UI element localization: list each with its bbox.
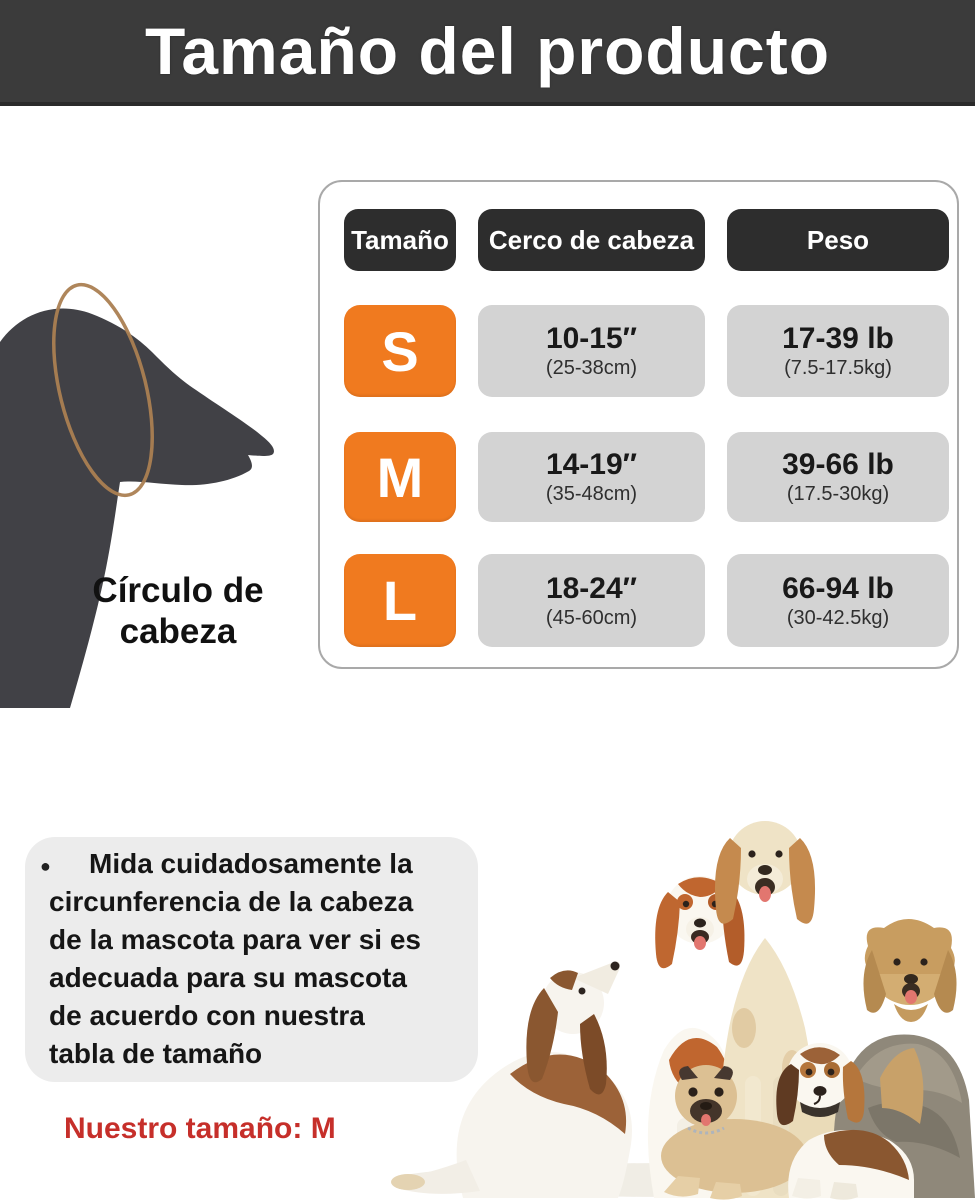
weight-cell-m: 39-66 lb (17.5-30kg) xyxy=(727,432,949,522)
pug xyxy=(661,1065,807,1200)
basset-hound xyxy=(391,961,632,1198)
bullet-icon: ● xyxy=(40,856,51,876)
head-value: 18-24″ xyxy=(545,571,638,605)
dog-head-shape xyxy=(0,308,274,708)
size-table: Tamaño Cerco de cabeza Peso S 10-15″ (25… xyxy=(318,180,959,669)
head-cell-m: 14-19″ (35-48cm) xyxy=(478,432,705,522)
table-row-l: L 18-24″ (45-60cm) 66-94 lb (30-42.5kg) xyxy=(344,554,949,647)
size-badge-m: M xyxy=(344,432,456,522)
weight-value: 17-39 lb xyxy=(782,322,894,355)
table-header-row: Tamaño Cerco de cabeza Peso xyxy=(344,209,949,271)
head-cell-l: 18-24″ (45-60cm) xyxy=(478,554,705,647)
head-metric: (45-60cm) xyxy=(545,606,638,629)
head-value: 14-19″ xyxy=(545,448,638,481)
table-row-m: M 14-19″ (35-48cm) 39-66 lb (17.5-30kg) xyxy=(344,432,949,522)
beagle xyxy=(776,1043,914,1200)
weight-cell-s: 17-39 lb (7.5-17.5kg) xyxy=(727,305,949,397)
table-row-s: S 10-15″ (25-38cm) 17-39 lb (7.5-17.5kg) xyxy=(344,305,949,397)
weight-metric: (30-42.5kg) xyxy=(786,606,890,629)
page-title-bar: Tamaño del producto xyxy=(0,0,975,106)
weight-value: 39-66 lb xyxy=(782,448,894,481)
our-size-label: Nuestro tamaño: M xyxy=(64,1112,336,1145)
size-badge-s: S xyxy=(344,305,456,397)
head-value: 10-15″ xyxy=(545,322,638,355)
dog-head-silhouette xyxy=(0,282,274,708)
head-circumference-circle xyxy=(52,282,154,498)
weight-metric: (17.5-30kg) xyxy=(786,483,890,505)
weight-metric: (7.5-17.5kg) xyxy=(784,357,892,379)
size-badge-l: L xyxy=(344,554,456,647)
weight-cell-l: 66-94 lb (30-42.5kg) xyxy=(727,554,949,647)
dogs-photo xyxy=(391,821,975,1200)
column-header-head: Cerco de cabeza xyxy=(478,209,705,271)
measure-note-text: Mida cuidadosamente la circunferencia de… xyxy=(49,848,421,1069)
head-metric: (25-38cm) xyxy=(545,357,638,379)
weight-value: 66-94 lb xyxy=(782,571,894,605)
column-header-weight: Peso xyxy=(727,209,949,271)
page-title: Tamaño del producto xyxy=(144,14,831,88)
column-header-size: Tamaño xyxy=(344,209,456,271)
head-cell-s: 10-15″ (25-38cm) xyxy=(478,305,705,397)
head-metric: (35-48cm) xyxy=(545,483,638,505)
shaggy-sheepdog xyxy=(833,919,975,1198)
head-circle-label: Círculo de cabeza xyxy=(92,571,264,651)
measure-note-box xyxy=(25,837,478,1082)
